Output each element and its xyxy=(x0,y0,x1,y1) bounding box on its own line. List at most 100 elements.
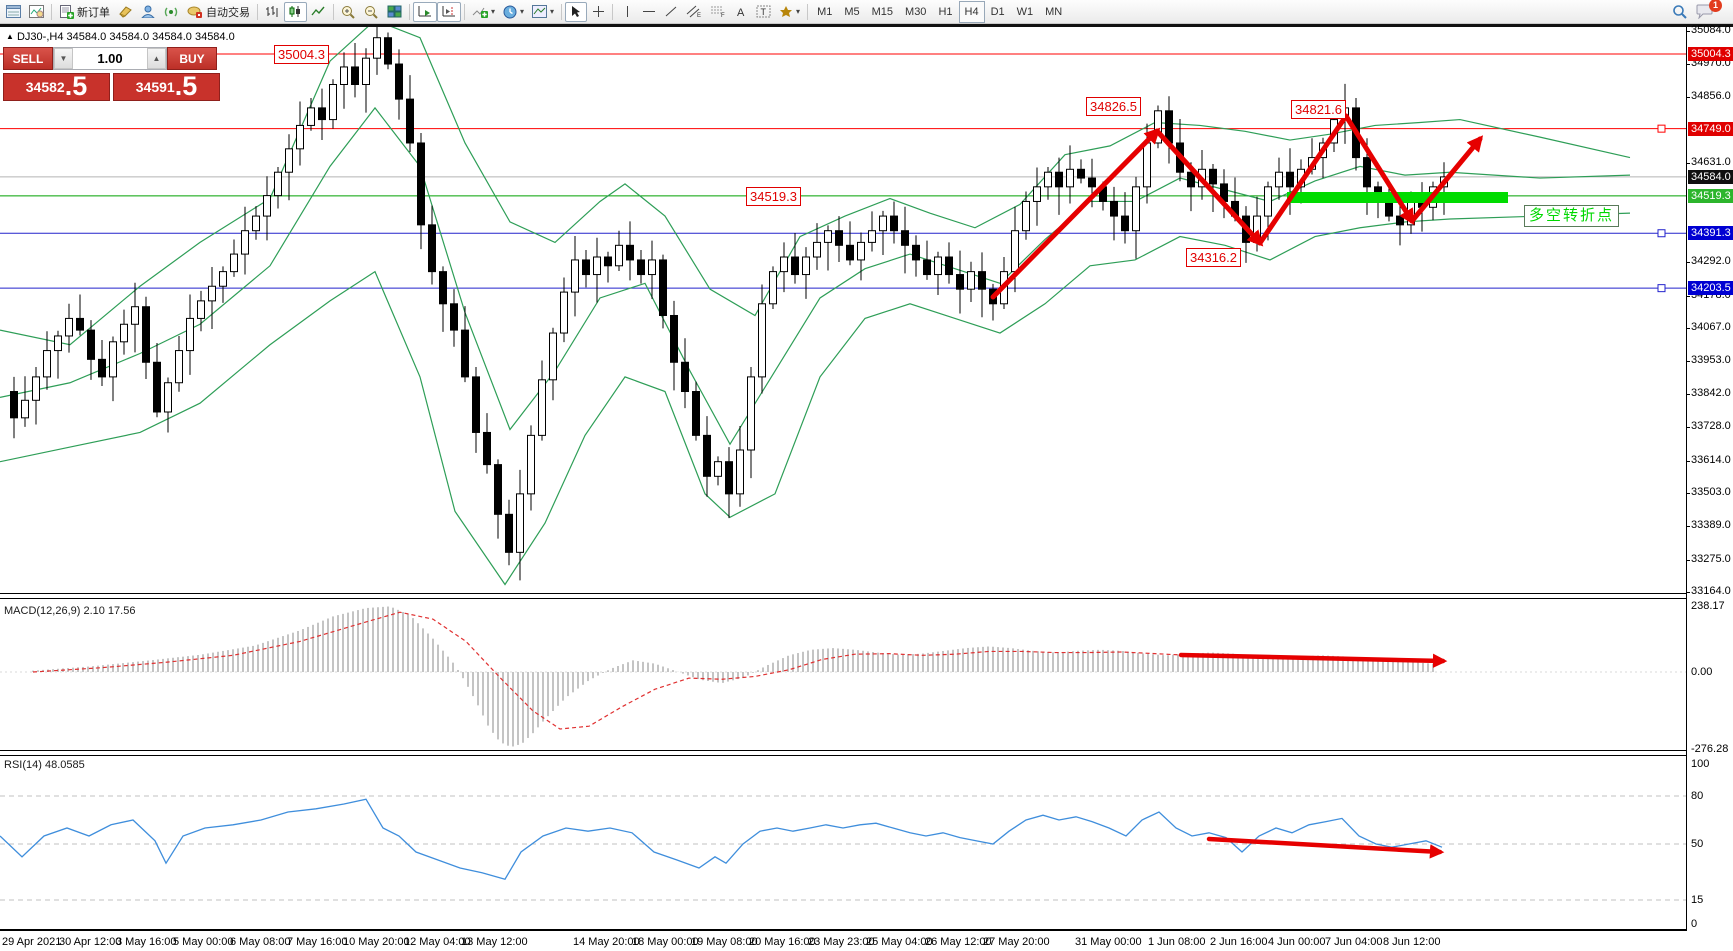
volume-decrease-button[interactable]: ▼ xyxy=(54,48,73,69)
candle-body xyxy=(285,148,293,173)
svg-text:A: A xyxy=(737,7,745,18)
buy-price[interactable]: 34591.5 xyxy=(113,73,220,101)
axis-tick-label: 35084.0 xyxy=(1691,23,1731,36)
timeframe-mn[interactable]: MN xyxy=(1045,5,1063,18)
toolbar-separator xyxy=(409,3,410,20)
tick-chart-icon[interactable] xyxy=(25,2,48,22)
styler-icon[interactable] xyxy=(114,2,137,22)
candle-body xyxy=(340,66,348,85)
main-chart-canvas xyxy=(0,27,1686,901)
candle-body xyxy=(362,57,370,85)
arrows-icon[interactable]: ▾ xyxy=(775,2,804,22)
vertical-line-icon[interactable] xyxy=(616,2,638,22)
axis-tick-mark xyxy=(1687,592,1690,594)
price-tag[interactable]: 34821.6 xyxy=(1291,100,1346,119)
candle-body xyxy=(76,317,84,331)
timeframe-h4[interactable]: H4 xyxy=(958,0,985,23)
templates-icon[interactable]: ▾ xyxy=(528,2,558,22)
timeframe-m5[interactable]: M5 xyxy=(844,5,860,18)
chart-area[interactable]: ▲ DJ30-,H4 34584.0 34584.0 34584.0 34584… xyxy=(0,23,1733,951)
volume-box: ▼ 1.00 ▲ xyxy=(53,47,167,70)
macd-axis-label: 238.17 xyxy=(1691,599,1725,612)
channel-icon[interactable]: E xyxy=(682,2,706,22)
chart-title-text: DJ30-,H4 34584.0 34584.0 34584.0 34584.0 xyxy=(16,31,235,43)
crosshair-icon[interactable] xyxy=(587,2,609,22)
tile-windows-icon[interactable] xyxy=(383,2,406,22)
trend-arrow[interactable] xyxy=(1154,128,1264,247)
axis-price-label: 35004.3 xyxy=(1688,47,1733,61)
timeframe-d1[interactable]: D1 xyxy=(990,5,1005,18)
bollinger-upper xyxy=(0,27,1631,346)
axis-tick-mark xyxy=(1687,526,1690,528)
line-handle[interactable] xyxy=(1657,124,1666,133)
text-icon[interactable]: A xyxy=(730,2,752,22)
candle-body xyxy=(450,303,458,331)
trend-arrow[interactable] xyxy=(1409,135,1484,224)
timeframe-w1[interactable]: W1 xyxy=(1016,5,1034,18)
indicators-icon[interactable]: ▾ xyxy=(468,2,499,22)
time-axis-label: 25 May 04:00 xyxy=(866,936,933,948)
time-axis[interactable]: 29 Apr 2021 30 Apr 12:00 3 May 16:00 5 May … xyxy=(0,931,1733,951)
trend-arrow[interactable] xyxy=(1343,113,1415,226)
periods-icon[interactable]: ▾ xyxy=(499,2,528,22)
svg-text:E: E xyxy=(697,13,701,18)
axis-price-label: 34584.0 xyxy=(1688,169,1733,184)
signals-icon[interactable] xyxy=(160,2,183,22)
line-chart-icon[interactable] xyxy=(307,2,330,22)
trend-arrow[interactable] xyxy=(1257,113,1349,246)
candle-chart-icon[interactable] xyxy=(284,1,307,22)
horizontal-line-icon[interactable] xyxy=(638,2,660,22)
collapse-icon[interactable]: ▲ xyxy=(6,32,14,41)
auto-scroll-icon[interactable] xyxy=(413,1,437,22)
timeframe-h1[interactable]: H1 xyxy=(938,5,953,18)
candle-body xyxy=(758,303,766,378)
pane-divider[interactable] xyxy=(0,593,1686,599)
bar-chart-icon[interactable] xyxy=(261,2,284,22)
axis-tick-mark xyxy=(1687,427,1690,429)
timeframe-m1[interactable]: M1 xyxy=(817,5,833,18)
trendline-icon[interactable] xyxy=(660,2,682,22)
price-axis[interactable]: 35084.034970.034856.034631.034292.034178… xyxy=(1686,23,1733,931)
line-handle[interactable] xyxy=(1657,229,1666,238)
sell-price[interactable]: 34582.5 xyxy=(3,73,110,101)
chart-shift-icon[interactable] xyxy=(437,1,461,22)
candle-body xyxy=(615,244,623,267)
price-tag[interactable]: 34316.2 xyxy=(1186,248,1241,267)
rsi-trend-arrow[interactable] xyxy=(1206,836,1445,859)
fibonacci-icon[interactable]: F xyxy=(706,2,730,22)
zoom-out-icon[interactable] xyxy=(360,2,383,22)
new-order-button[interactable]: 新订单 xyxy=(55,2,114,22)
text-label-icon[interactable]: T xyxy=(752,2,775,22)
trend-arrow[interactable] xyxy=(990,127,1161,300)
axis-tick-mark xyxy=(1687,64,1690,66)
macd-trend-arrow[interactable] xyxy=(1178,652,1448,668)
toolbar-separator xyxy=(51,3,52,20)
chart-window-icon[interactable] xyxy=(2,2,25,22)
chat-icon[interactable]: 1 xyxy=(1692,0,1722,22)
price-tag[interactable]: 34826.5 xyxy=(1086,97,1141,116)
price-tag[interactable]: 34519.3 xyxy=(746,187,801,206)
axis-price-label: 34203.5 xyxy=(1688,281,1733,296)
timeframe-m15[interactable]: M15 xyxy=(871,5,894,18)
candle-body xyxy=(1275,171,1283,188)
volume-increase-button[interactable]: ▲ xyxy=(147,48,166,69)
price-tag[interactable]: 35004.3 xyxy=(274,45,329,64)
sell-button[interactable]: SELL xyxy=(3,47,53,70)
turning-point-label[interactable]: 多空转折点 xyxy=(1524,205,1620,227)
candle-body xyxy=(912,244,920,261)
buy-button[interactable]: BUY xyxy=(167,47,217,70)
candle-body xyxy=(769,271,777,305)
pane-divider[interactable] xyxy=(0,750,1686,756)
volume-value[interactable]: 1.00 xyxy=(97,51,123,66)
timeframe-m30[interactable]: M30 xyxy=(905,5,927,18)
candle-body xyxy=(1044,171,1052,188)
cursor-icon[interactable] xyxy=(565,1,588,22)
candle-body xyxy=(120,323,128,343)
line-handle[interactable] xyxy=(1657,284,1666,293)
candle-body xyxy=(1264,186,1272,217)
auto-trading-button[interactable]: 自动交易 xyxy=(183,2,254,22)
rsi-axis-label: 0 xyxy=(1691,918,1698,930)
search-icon[interactable] xyxy=(1668,2,1692,22)
zoom-in-icon[interactable] xyxy=(337,2,360,22)
mql5-community-icon[interactable] xyxy=(137,2,160,22)
